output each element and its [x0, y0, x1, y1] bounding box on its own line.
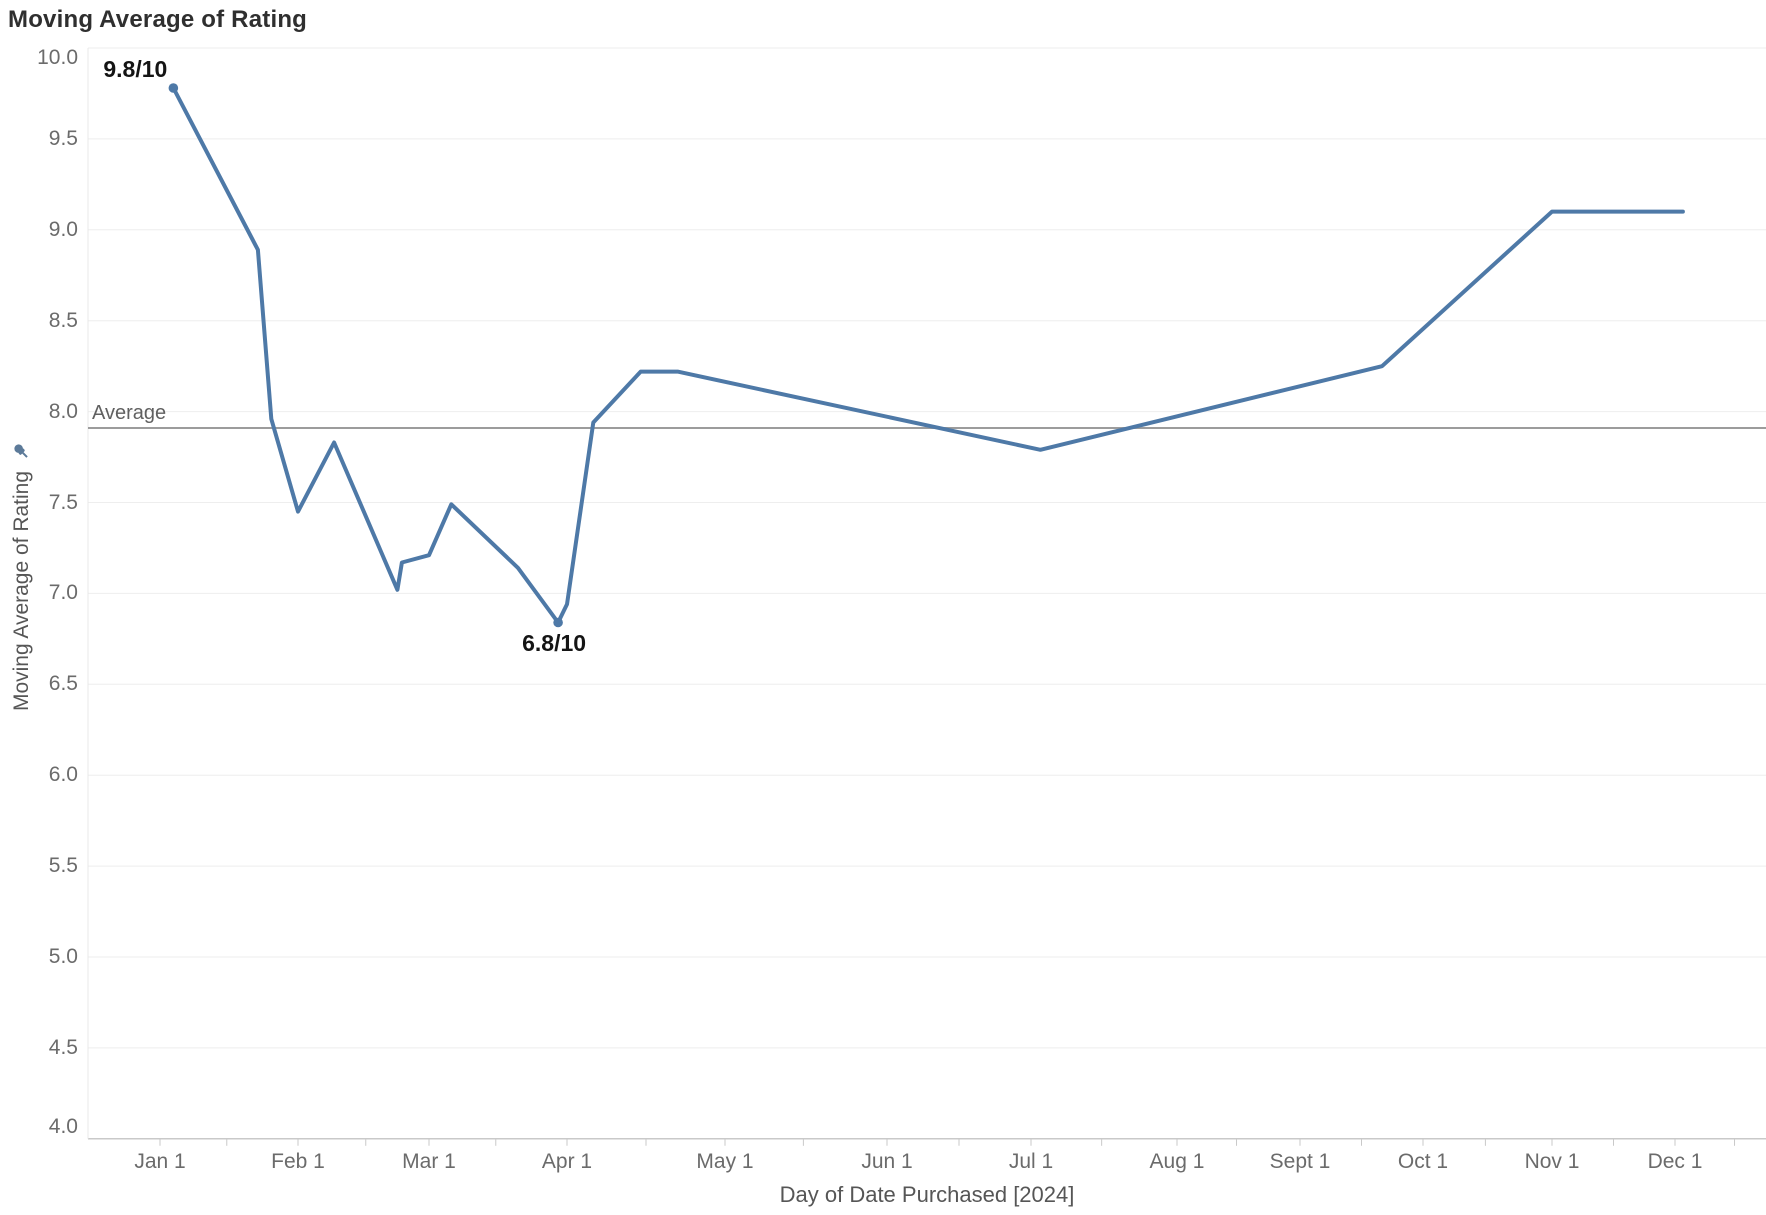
annotation-low-point: 6.8/10: [522, 630, 587, 657]
x-tick-label: Mar 1: [402, 1150, 456, 1173]
y-tick-label: 6.5: [48, 672, 78, 696]
x-tick-label: Oct 1: [1397, 1150, 1449, 1173]
x-tick-label: Jun 1: [861, 1150, 913, 1173]
average-reference-label: Average: [92, 401, 167, 424]
annotation-high-point: 9.8/10: [103, 55, 168, 82]
x-tick-label: Nov 1: [1524, 1150, 1580, 1173]
x-axis-title: Day of Date Purchased [2024]: [779, 1182, 1075, 1207]
x-tick-label: Jan 1: [134, 1150, 186, 1173]
y-tick-label: 7.0: [48, 581, 78, 605]
pin-icon: [14, 444, 28, 458]
x-tick-label: Dec 1: [1647, 1150, 1703, 1173]
y-tick-label: 5.0: [48, 945, 78, 968]
chart-title: Moving Average of Rating: [8, 6, 308, 33]
x-tick-label: Aug 1: [1149, 1150, 1205, 1173]
y-tick-label: 8.5: [48, 308, 78, 332]
y-tick-label: 10.0: [37, 46, 78, 69]
x-tick-label: Feb 1: [271, 1150, 325, 1173]
moving-average-line[interactable]: [171, 86, 1685, 625]
y-tick-label: 9.5: [48, 126, 78, 150]
x-tick-label: Jul 1: [1008, 1150, 1054, 1173]
y-tick-label: 7.5: [48, 490, 78, 514]
y-tick-label: 8.0: [48, 399, 78, 423]
y-tick-label: 4.5: [48, 1035, 78, 1059]
y-tick-label: 4.0: [48, 1115, 78, 1138]
x-tick-label: Sept 1: [1269, 1150, 1331, 1173]
y-tick-label: 9.0: [48, 217, 78, 241]
x-tick-label: May 1: [696, 1150, 754, 1173]
data-point-marker[interactable]: [168, 83, 179, 93]
y-tick-label: 6.0: [48, 763, 78, 787]
x-tick-label: Apr 1: [541, 1150, 593, 1173]
data-point-marker[interactable]: [553, 617, 563, 628]
y-tick-label: 5.5: [48, 854, 78, 878]
